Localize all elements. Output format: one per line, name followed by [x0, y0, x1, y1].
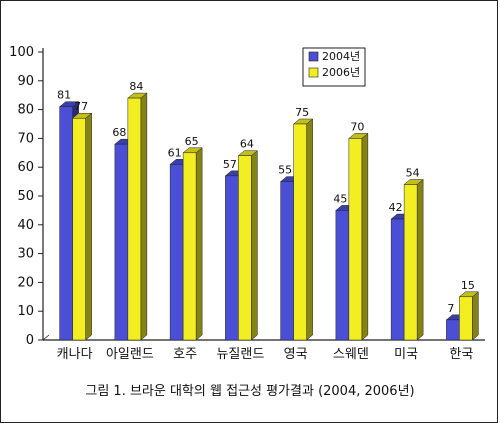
x-tick-label: 한국 — [449, 347, 473, 362]
data-label: 81 — [57, 89, 71, 102]
x-tick-label: 스웨덴 — [333, 347, 369, 362]
data-label: 75 — [295, 106, 309, 119]
legend-swatch-2004 — [308, 51, 319, 62]
figure-caption: 그림 1. 브라운 대학의 웹 접근성 평가결과 (2004, 2006년) — [85, 384, 415, 399]
legend-swatch-2006 — [308, 67, 319, 78]
bar-2006 — [237, 150, 259, 341]
data-label: 57 — [223, 158, 237, 171]
y-tick-label: 100 — [9, 45, 34, 60]
y-tick-label: 40 — [17, 218, 34, 233]
data-label: 45 — [333, 192, 347, 205]
bar-2006 — [71, 112, 93, 341]
data-label: 15 — [461, 279, 475, 292]
data-label: 61 — [168, 146, 182, 159]
y-tick-label: 80 — [17, 103, 34, 118]
y-tick-label: 30 — [17, 247, 34, 262]
x-tick-label: 호주 — [173, 347, 197, 362]
x-tick-label: 뉴질랜드 — [216, 347, 264, 362]
data-label: 42 — [389, 201, 403, 214]
bar-2006 — [458, 291, 480, 341]
legend-label: 2004년 — [322, 50, 360, 63]
bar-2006 — [292, 118, 314, 341]
data-label: 54 — [406, 166, 420, 179]
data-label: 68 — [112, 126, 126, 139]
bar-2006 — [127, 92, 148, 341]
data-label: 70 — [350, 120, 364, 133]
y-tick-label: 20 — [17, 275, 34, 290]
y-tick-label: 0 — [26, 333, 34, 348]
x-tick-label: 미국 — [394, 347, 418, 362]
bar-2006 — [348, 132, 369, 341]
data-label: 65 — [185, 135, 199, 148]
x-tick-label: 캐나다 — [57, 347, 93, 362]
legend-label: 2006년 — [322, 66, 360, 79]
x-tick-label: 영국 — [284, 347, 308, 362]
y-tick-label: 60 — [17, 160, 34, 175]
bar-2006 — [182, 147, 203, 341]
y-tick-label: 70 — [17, 131, 34, 146]
data-label: 55 — [278, 164, 292, 177]
y-tick-label: 50 — [17, 189, 34, 204]
data-label: 77 — [74, 100, 88, 113]
data-label: 7 — [447, 302, 454, 315]
floor-edge — [42, 334, 50, 341]
data-label: 64 — [240, 138, 254, 151]
y-tick-label: 10 — [17, 304, 34, 319]
y-tick-label: 90 — [17, 74, 34, 89]
data-label: 84 — [129, 80, 143, 93]
x-tick-label: 아일랜드 — [106, 347, 154, 362]
bar-2006 — [403, 178, 424, 341]
